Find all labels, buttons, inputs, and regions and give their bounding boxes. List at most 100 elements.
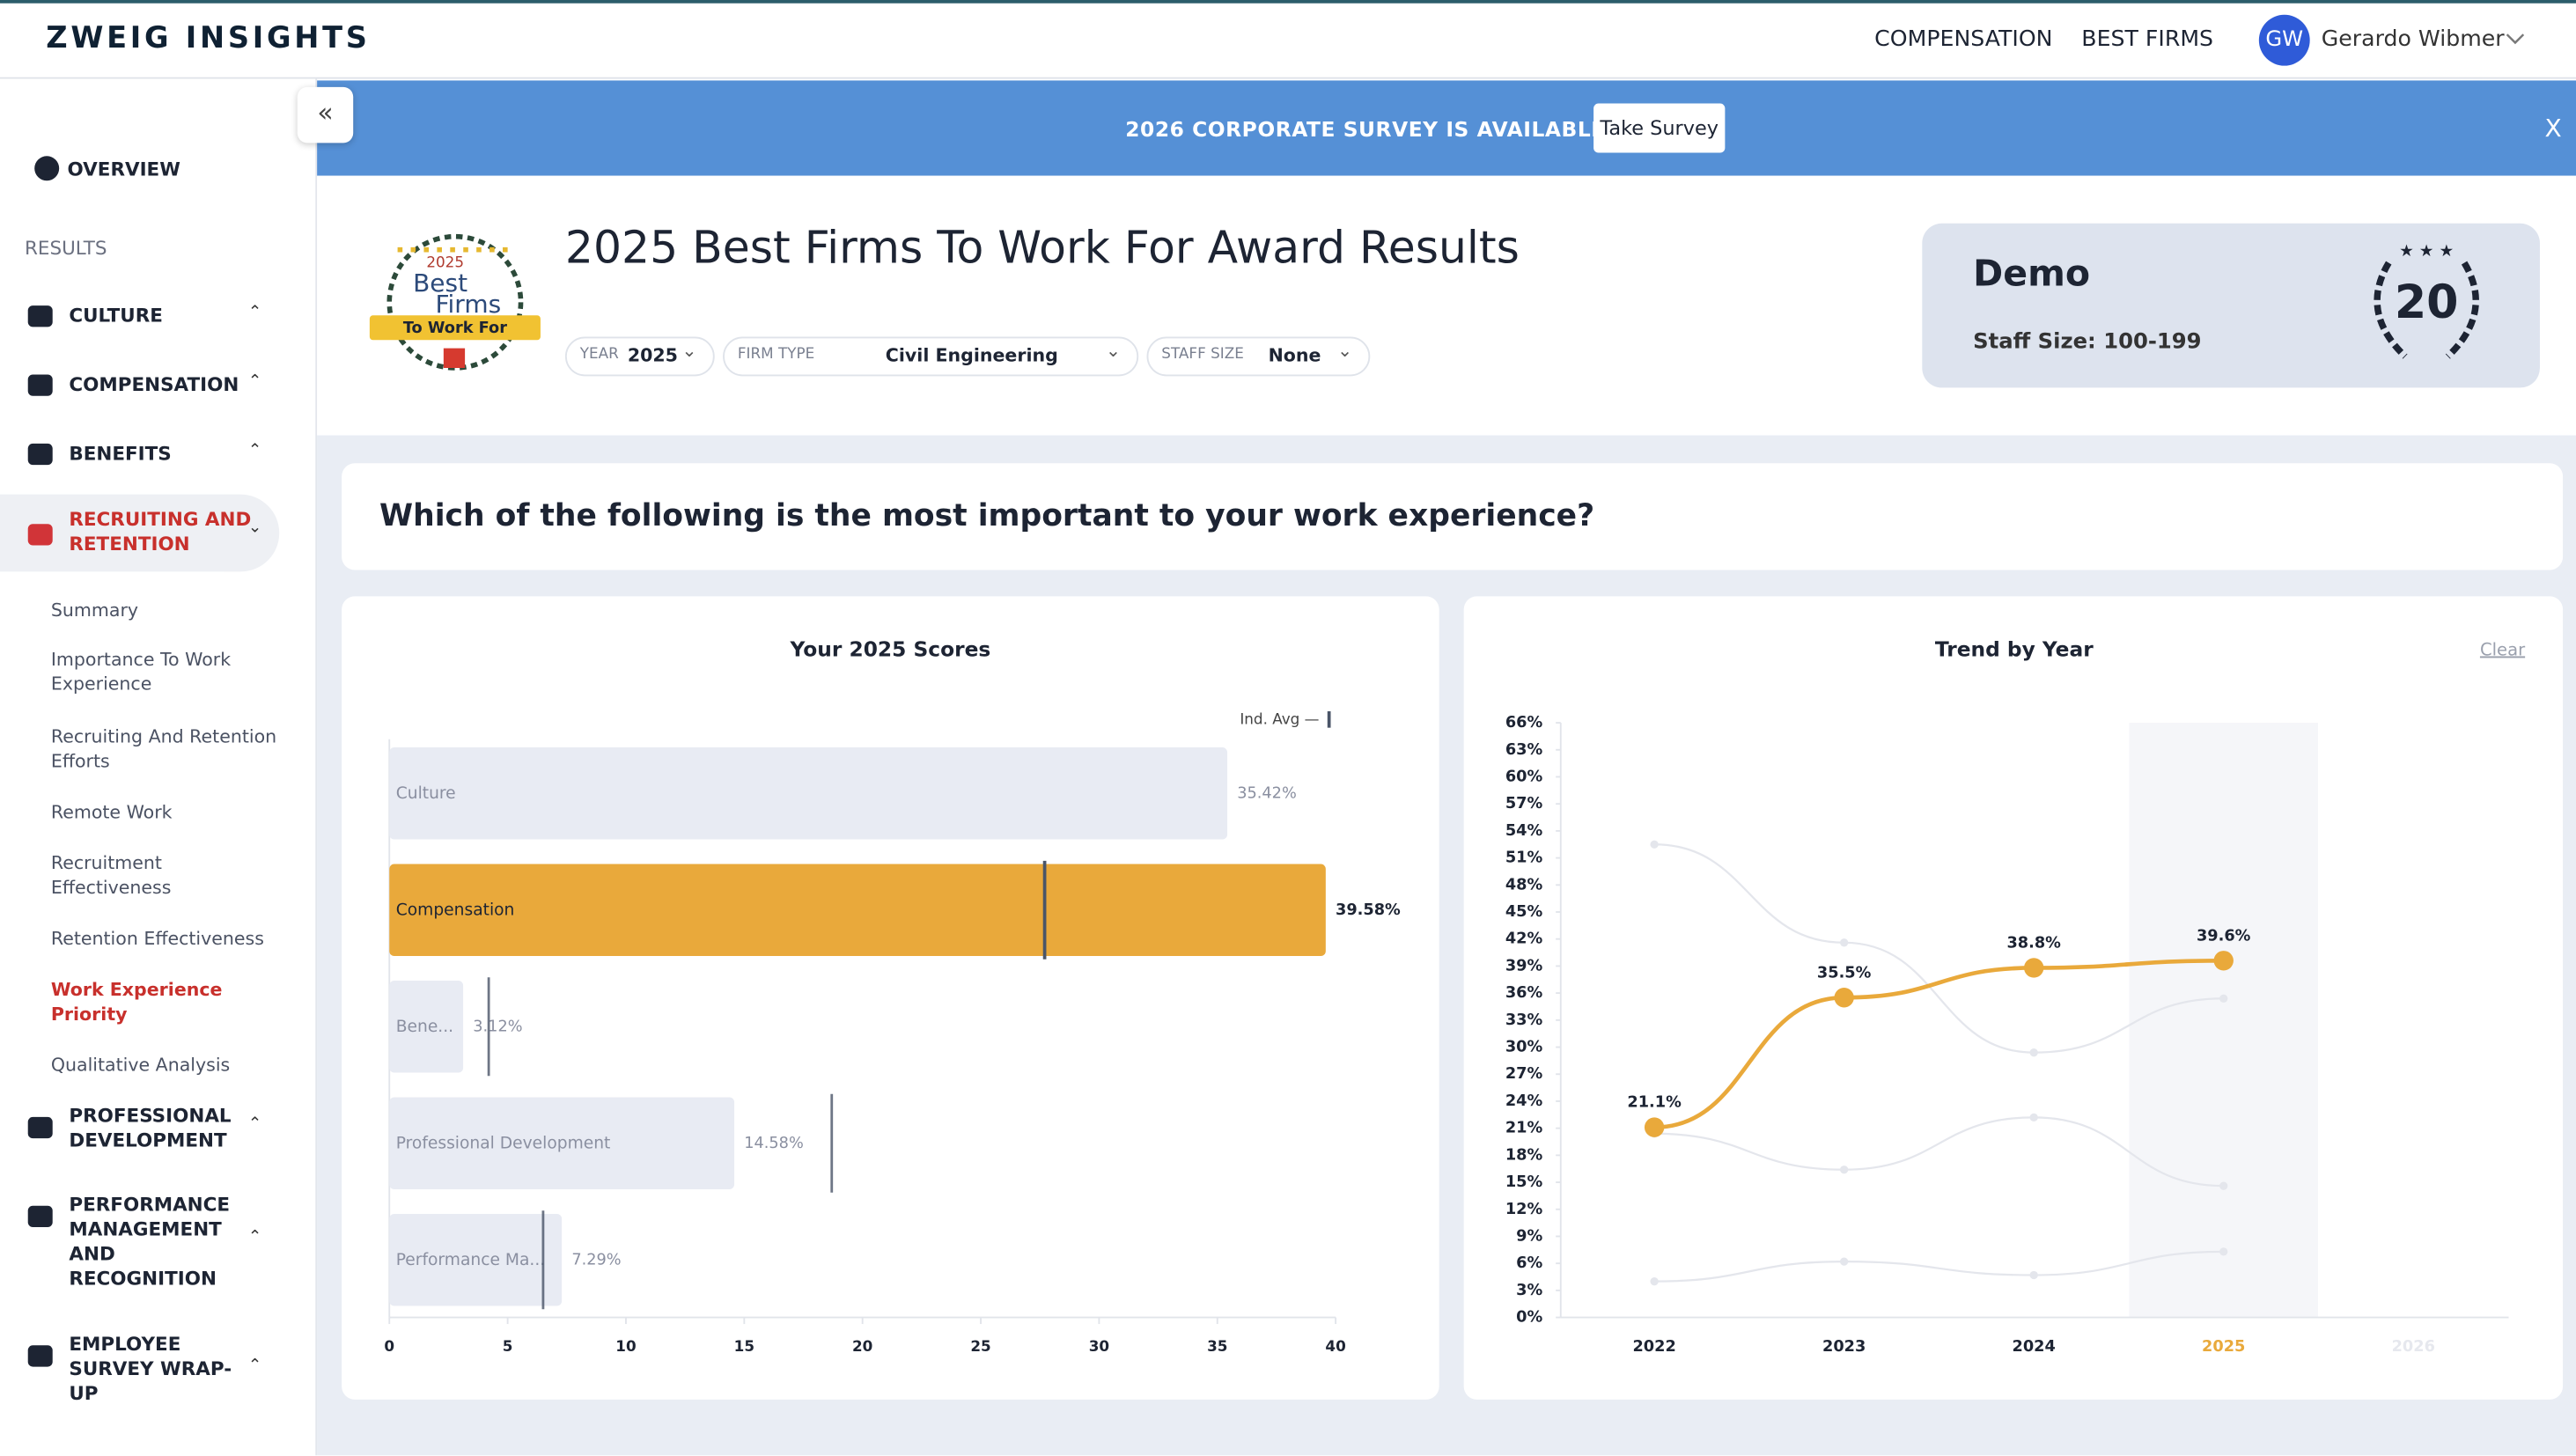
- y-tick-label: 57%: [1505, 795, 1543, 813]
- nav-item[interactable]: PROFESSIONAL DEVELOPMENT: [69, 1103, 232, 1152]
- filter[interactable]: [564, 336, 715, 377]
- banner-close[interactable]: X: [2544, 113, 2562, 143]
- user-caret[interactable]: [2506, 31, 2525, 48]
- x-tick-label: 10: [615, 1337, 636, 1355]
- staff-size: Staff Size: 100-199: [1973, 330, 2202, 356]
- y-tick-label: 6%: [1516, 1254, 1542, 1272]
- firm-name: Demo: [1973, 254, 2091, 296]
- banner: [317, 80, 2576, 176]
- y-tick-label: 45%: [1505, 903, 1543, 921]
- filter-value: Civil Engineering: [885, 344, 1058, 367]
- nav-link[interactable]: BEST FIRMS: [2081, 26, 2214, 53]
- filter-value: 2025: [627, 344, 678, 367]
- x-tick-label: 2022: [1632, 1338, 1675, 1356]
- nav-item[interactable]: PERFORMANCE MANAGEMENT AND RECOGNITION: [69, 1192, 231, 1290]
- section-label: RESULTS: [24, 236, 107, 260]
- y-tick-label: 3%: [1516, 1282, 1542, 1299]
- trend-point: [1839, 938, 1849, 947]
- nav-caret[interactable]: ⌃: [247, 303, 262, 321]
- filter-label: YEAR: [579, 346, 619, 364]
- trend-point: [2219, 1181, 2228, 1190]
- user-name[interactable]: Gerardo Wibmer: [2321, 26, 2505, 53]
- filter-caret[interactable]: ⌄: [1105, 340, 1122, 362]
- nav-item[interactable]: RECRUITING AND RETENTION: [69, 507, 252, 555]
- y-tick-label: 9%: [1516, 1227, 1542, 1245]
- nav-icon: [27, 1345, 53, 1367]
- bar-category: Bene...: [396, 1018, 453, 1036]
- value-label: 14.58%: [744, 1135, 804, 1152]
- overview-icon: [34, 156, 60, 181]
- trend-point: [2219, 1247, 2228, 1256]
- y-tick-label: 12%: [1505, 1201, 1543, 1218]
- take-survey-button[interactable]: Take Survey: [1593, 103, 1726, 153]
- chart-title: Your 2025 Scores: [790, 637, 991, 661]
- trend-line: [1654, 1250, 2224, 1283]
- nav-caret[interactable]: ⌃: [247, 1115, 262, 1134]
- top-bar: [0, 0, 2576, 79]
- nav-item[interactable]: CULTURE: [69, 304, 163, 327]
- nav-subitem[interactable]: Importance To Work Experience: [50, 649, 232, 695]
- nav-caret[interactable]: ⌃: [247, 371, 262, 391]
- value-label: 3.12%: [473, 1018, 522, 1035]
- highlight-band: [2129, 723, 2319, 1318]
- trend-point: [1839, 1166, 1849, 1174]
- filter-caret[interactable]: ⌄: [681, 340, 697, 362]
- badge-line: Firms: [435, 290, 501, 319]
- nav-caret[interactable]: ⌃: [247, 1356, 262, 1374]
- trend-point: [1650, 1276, 1659, 1286]
- value-label: 35.42%: [1237, 784, 1297, 802]
- brand[interactable]: ZWEIG INSIGHTS: [46, 21, 371, 56]
- nav-subitem[interactable]: Retention Effectiveness: [50, 928, 264, 950]
- banner-text: 2026 CORPORATE SURVEY IS AVAILABLE: [1125, 116, 1606, 142]
- y-tick-label: 51%: [1505, 849, 1543, 867]
- page-title: 2025 Best Firms To Work For Award Result…: [564, 223, 1520, 275]
- x-tick-label: 40: [1325, 1337, 1345, 1355]
- filter-value: None: [1268, 344, 1321, 367]
- nav-subitem[interactable]: Work Experience Priority: [50, 979, 223, 1026]
- y-tick-label: 18%: [1505, 1146, 1543, 1164]
- overview-link[interactable]: OVERVIEW: [67, 158, 180, 181]
- nav-icon: [27, 524, 53, 546]
- nav-caret[interactable]: ⌄: [247, 518, 262, 538]
- nav-subitem[interactable]: Recruiting And Retention Efforts: [50, 725, 277, 773]
- filter[interactable]: [1146, 336, 1371, 377]
- collapse-button[interactable]: «: [297, 86, 354, 143]
- x-tick-label: 2024: [2013, 1338, 2056, 1356]
- value-label: 39.58%: [1336, 901, 1401, 919]
- trend-point: [2029, 1270, 2038, 1280]
- legend-label: Ind. Avg —: [1240, 710, 1319, 727]
- filter[interactable]: [723, 336, 1139, 377]
- nav-item[interactable]: BENEFITS: [69, 441, 172, 466]
- nav-item[interactable]: EMPLOYEE SURVEY WRAP-UP: [69, 1332, 232, 1405]
- nav-icon: [27, 1116, 53, 1139]
- bar-category: Performance Ma...: [396, 1251, 545, 1269]
- nav-subitem[interactable]: Summary: [50, 599, 139, 621]
- nav-item[interactable]: COMPENSATION: [69, 372, 239, 396]
- filter-caret[interactable]: ⌄: [1336, 340, 1353, 362]
- x-tick-label: 5: [503, 1337, 513, 1355]
- nav-subitem[interactable]: Recruitment Effectiveness: [50, 852, 172, 899]
- nav-subitem[interactable]: Remote Work: [50, 801, 173, 823]
- value-label: 7.29%: [571, 1251, 621, 1268]
- y-tick-label: 15%: [1505, 1173, 1543, 1191]
- trend-line: [1654, 843, 2224, 1054]
- trend-point: [2029, 1048, 2038, 1057]
- y-tick-label: 48%: [1505, 876, 1543, 893]
- bar-category: Culture: [396, 784, 456, 803]
- nav-caret[interactable]: ⌃: [247, 441, 262, 460]
- sidebar: [0, 78, 318, 1456]
- y-tick-label: 30%: [1505, 1039, 1543, 1056]
- nav-link[interactable]: COMPENSATION: [1874, 26, 2053, 53]
- x-tick-label: 0: [384, 1337, 394, 1355]
- clear-link[interactable]: Clear: [2480, 639, 2526, 659]
- nav-subitem[interactable]: Qualitative Analysis: [50, 1055, 231, 1077]
- avatar[interactable]: GW: [2258, 14, 2310, 66]
- bar: [389, 981, 464, 1073]
- x-tick-label: 35: [1207, 1337, 1227, 1355]
- trend-point: [2023, 958, 2044, 978]
- question: Which of the following is the most impor…: [379, 499, 1595, 534]
- y-tick-label: 54%: [1505, 822, 1543, 840]
- nav-caret[interactable]: ⌃: [247, 1228, 262, 1247]
- nav-icon: [27, 443, 53, 466]
